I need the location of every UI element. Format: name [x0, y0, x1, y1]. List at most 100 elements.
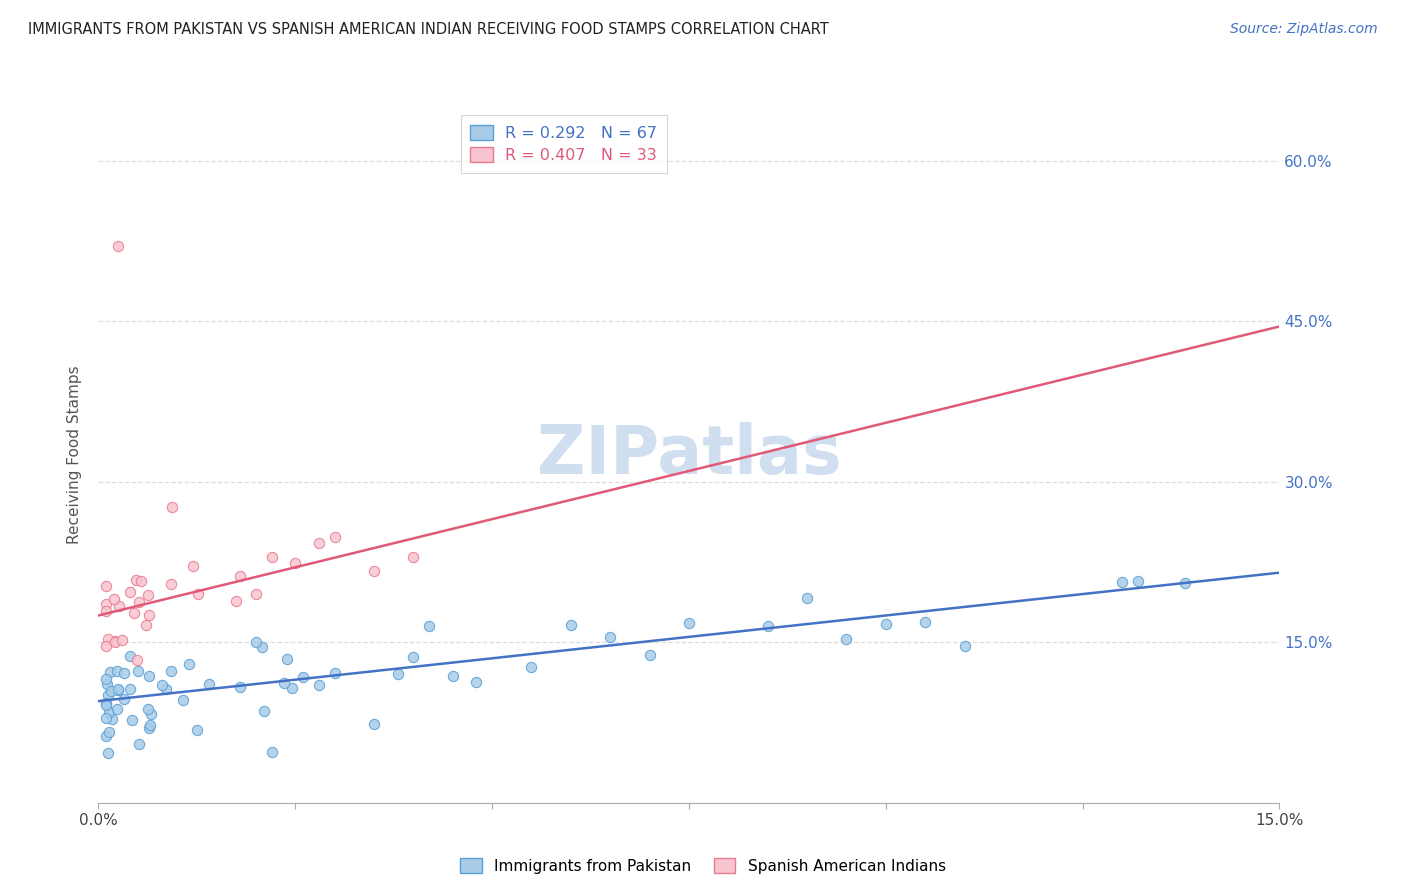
Point — [280, 681, 302, 695]
Point — [308, 536, 330, 550]
Point — [308, 678, 330, 692]
Point — [128, 595, 150, 609]
Point — [96, 579, 118, 593]
Point — [276, 651, 298, 665]
Point — [138, 588, 160, 602]
Point — [245, 587, 267, 601]
Point — [323, 530, 346, 544]
Point — [96, 698, 118, 713]
Point — [323, 665, 346, 680]
Point — [96, 729, 118, 743]
Point — [835, 632, 858, 646]
Point — [160, 664, 183, 678]
Point — [599, 630, 621, 644]
Point — [111, 633, 134, 648]
Point — [160, 577, 183, 591]
Point — [402, 550, 425, 565]
Point — [96, 604, 118, 618]
Point — [1174, 575, 1197, 590]
Point — [97, 725, 120, 739]
Point — [118, 585, 141, 599]
Point — [520, 660, 543, 674]
Point — [638, 648, 661, 663]
Point — [104, 633, 127, 648]
Point — [273, 676, 295, 690]
Point — [107, 682, 129, 697]
Point — [96, 677, 118, 691]
Point — [796, 591, 818, 606]
Point — [560, 618, 582, 632]
Point — [107, 239, 129, 253]
Point — [284, 557, 307, 571]
Point — [135, 618, 157, 632]
Point — [100, 684, 122, 698]
Point — [138, 669, 160, 683]
Point — [756, 618, 779, 632]
Point — [103, 592, 125, 607]
Point — [253, 705, 276, 719]
Point — [465, 674, 488, 689]
Point — [97, 746, 120, 760]
Point — [125, 573, 148, 587]
Y-axis label: Receiving Food Stamps: Receiving Food Stamps — [67, 366, 83, 544]
Point — [108, 599, 131, 613]
Text: Source: ZipAtlas.com: Source: ZipAtlas.com — [1230, 22, 1378, 37]
Point — [98, 665, 121, 679]
Legend: Immigrants from Pakistan, Spanish American Indians: Immigrants from Pakistan, Spanish Americ… — [454, 852, 952, 880]
Point — [914, 615, 936, 629]
Point — [107, 682, 129, 697]
Point — [150, 677, 173, 691]
Point — [139, 718, 162, 732]
Legend: R = 0.292   N = 67, R = 0.407   N = 33: R = 0.292 N = 67, R = 0.407 N = 33 — [461, 115, 666, 173]
Point — [107, 665, 129, 679]
Point — [120, 649, 142, 664]
Point — [252, 640, 274, 654]
Text: ZIPatlas: ZIPatlas — [537, 422, 841, 488]
Point — [112, 691, 135, 706]
Point — [136, 701, 159, 715]
Point — [1111, 574, 1133, 589]
Point — [127, 664, 149, 678]
Point — [127, 653, 149, 667]
Point — [160, 500, 183, 515]
Point — [402, 650, 425, 665]
Point — [121, 713, 143, 727]
Point — [138, 721, 160, 735]
Point — [131, 574, 153, 589]
Point — [97, 688, 120, 702]
Point — [96, 597, 118, 611]
Point — [181, 558, 204, 573]
Point — [97, 632, 120, 647]
Point — [112, 666, 135, 681]
Point — [139, 706, 162, 721]
Text: IMMIGRANTS FROM PAKISTAN VS SPANISH AMERICAN INDIAN RECEIVING FOOD STAMPS CORREL: IMMIGRANTS FROM PAKISTAN VS SPANISH AMER… — [28, 22, 830, 37]
Point — [229, 569, 252, 583]
Point — [138, 607, 160, 622]
Point — [387, 667, 409, 681]
Point — [96, 710, 118, 724]
Point — [229, 680, 252, 694]
Point — [363, 717, 385, 731]
Point — [953, 639, 976, 653]
Point — [292, 669, 315, 683]
Point — [418, 618, 440, 632]
Point — [179, 657, 201, 672]
Point — [122, 606, 145, 620]
Point — [100, 712, 122, 726]
Point — [98, 705, 121, 719]
Point — [96, 697, 118, 711]
Point — [105, 702, 128, 716]
Point — [186, 587, 208, 601]
Point — [96, 672, 118, 686]
Point — [260, 549, 283, 564]
Point — [172, 693, 194, 707]
Point — [245, 635, 267, 649]
Point — [225, 594, 247, 608]
Point — [260, 745, 283, 759]
Point — [186, 723, 208, 737]
Point — [678, 616, 700, 631]
Point — [118, 681, 141, 696]
Point — [155, 682, 177, 697]
Point — [875, 617, 897, 632]
Point — [1126, 574, 1149, 588]
